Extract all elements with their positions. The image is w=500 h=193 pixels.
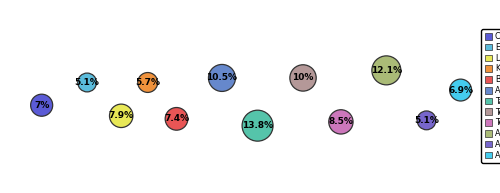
Circle shape xyxy=(329,110,353,134)
Circle shape xyxy=(78,73,96,92)
Circle shape xyxy=(290,65,316,91)
Circle shape xyxy=(242,110,273,141)
Text: 5.1%: 5.1% xyxy=(74,78,100,87)
Text: 5.7%: 5.7% xyxy=(135,78,160,87)
Text: 10.5%: 10.5% xyxy=(206,74,238,82)
Circle shape xyxy=(138,73,158,92)
Circle shape xyxy=(110,104,133,128)
Circle shape xyxy=(417,111,436,130)
Text: 6.9%: 6.9% xyxy=(448,85,473,95)
Text: 7.4%: 7.4% xyxy=(164,114,189,123)
Text: 8.5%: 8.5% xyxy=(328,117,353,126)
Text: 7%: 7% xyxy=(34,101,50,110)
Text: 13.8%: 13.8% xyxy=(242,121,273,130)
Circle shape xyxy=(30,94,52,116)
Text: 10%: 10% xyxy=(292,74,314,82)
Circle shape xyxy=(165,108,188,130)
Circle shape xyxy=(208,64,236,91)
Circle shape xyxy=(372,56,401,85)
Circle shape xyxy=(450,79,471,101)
Legend: Chihona, Enguti, Lasi, Kudmi, Bered, Ambomesk, Tagelwedefit, Tekledib, Teleta, A: Chihona, Enguti, Lasi, Kudmi, Bered, Amb… xyxy=(482,29,500,163)
Text: 7.9%: 7.9% xyxy=(108,111,134,120)
Text: 5.1%: 5.1% xyxy=(414,116,439,125)
Text: 12.1%: 12.1% xyxy=(371,66,402,75)
